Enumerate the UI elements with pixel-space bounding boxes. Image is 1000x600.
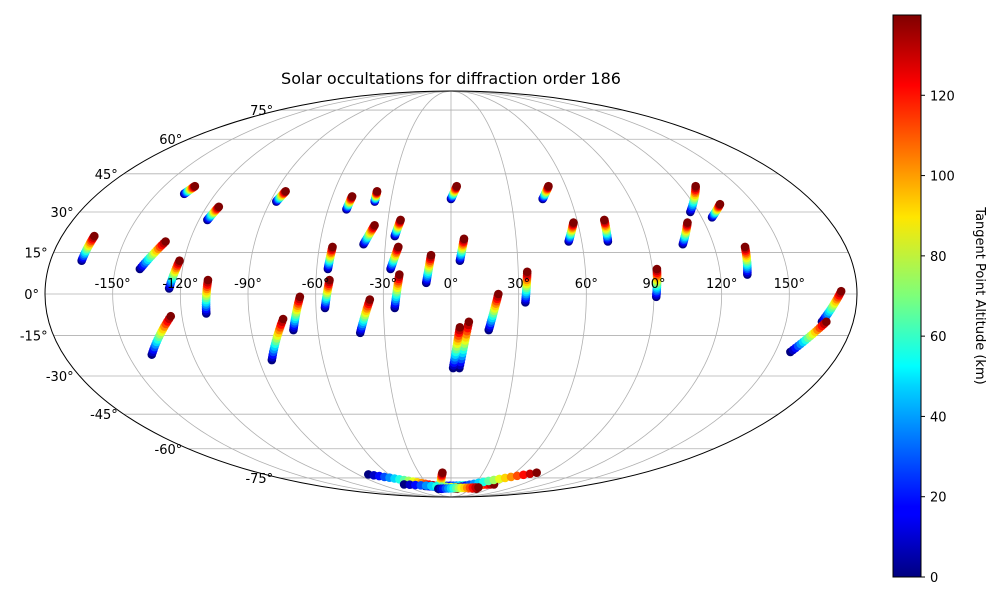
- longitude-tick-label: -150°: [95, 277, 131, 292]
- occultation-point: [203, 275, 213, 285]
- occultation-point: [600, 215, 609, 225]
- occultation-point: [494, 289, 503, 299]
- graticule-grid: [45, 90, 857, 498]
- latitude-tick-label: 75°: [250, 104, 273, 119]
- occultation-point: [295, 292, 305, 302]
- longitude-tick-label: 30°: [507, 277, 530, 292]
- occultation-point: [836, 286, 846, 296]
- latitude-tick-label: 0°: [24, 288, 39, 303]
- longitude-tick-label: 60°: [575, 277, 598, 292]
- occultation-point: [372, 186, 382, 196]
- occultation-point: [161, 237, 170, 246]
- occultation-point: [426, 250, 436, 260]
- latitude-tick-label: 60°: [159, 133, 182, 148]
- colorbar-ticks: 0 20 40 60 80 100 120: [921, 89, 955, 586]
- colorbar-tick-label: 20: [930, 491, 947, 506]
- latitude-tick-label: -30°: [46, 370, 74, 385]
- colorbar-tick-label: 40: [930, 410, 947, 425]
- occultation-point: [822, 317, 831, 327]
- longitude-tick-label: -90°: [234, 277, 262, 292]
- occultation-point: [512, 471, 522, 481]
- occultation-point: [519, 470, 528, 480]
- colorbar-tick-label: 80: [930, 250, 947, 265]
- occultation-point: [90, 231, 99, 241]
- occultation-point: [365, 295, 375, 304]
- colorbar-tick-label: 0: [930, 571, 938, 586]
- occultation-points: [77, 181, 846, 494]
- occultation-point: [214, 202, 224, 212]
- meridian-line: [382, 90, 452, 498]
- occultation-point: [328, 242, 337, 252]
- colorbar-label: Tangent Point Altitude (km): [972, 206, 987, 384]
- occultation-point: [166, 311, 176, 321]
- meridian-line: [450, 90, 587, 498]
- occultation-point: [522, 267, 532, 277]
- occultation-point: [175, 256, 184, 266]
- occultation-point: [683, 218, 692, 227]
- colorbar-tick-label: 120: [930, 89, 955, 104]
- occultation-point: [474, 483, 483, 492]
- colorbar-tick-label: 100: [930, 170, 955, 185]
- longitude-tick-label: 90°: [642, 277, 665, 292]
- longitude-tick-label: 150°: [774, 277, 805, 292]
- occultation-point: [395, 270, 404, 279]
- occultation-point: [190, 181, 200, 191]
- latitude-tick-label: 15°: [25, 246, 48, 261]
- occultation-point: [438, 468, 447, 477]
- longitude-tick-label: -60°: [302, 277, 330, 292]
- occultation-point: [325, 275, 334, 285]
- longitude-tick-labels: -150° -120° -90° -60° -30° 0° 30° 60° 90° 120° 150…: [95, 277, 805, 292]
- longitude-tick-label: 0°: [444, 277, 459, 292]
- meridian-line: [450, 90, 723, 498]
- occultation-point: [281, 186, 290, 196]
- colorbar-tick-label: 60: [930, 330, 947, 345]
- occultation-point: [464, 317, 474, 327]
- occultation-point: [278, 314, 288, 324]
- occultation-point: [459, 234, 469, 244]
- occultation-point: [740, 242, 750, 252]
- occultation-point: [691, 181, 700, 191]
- colorbar: 0 20 40 60 80 100 120 Tangent Point Altitude (…: [892, 14, 987, 586]
- latitude-tick-label: -45°: [90, 408, 118, 423]
- meridian-line: [315, 90, 452, 498]
- occultation-point: [455, 323, 465, 332]
- longitude-tick-label: 120°: [706, 277, 737, 292]
- occultation-point: [525, 469, 535, 479]
- latitude-tick-labels: -75° -60° -45° -30° -15° 0° 15° 30° 45° 60° 75°: [20, 104, 273, 487]
- occultation-point: [652, 264, 662, 274]
- occultation-point: [347, 192, 357, 201]
- occultation-point: [394, 242, 403, 252]
- meridian-line: [450, 90, 790, 498]
- meridian-line: [112, 90, 452, 498]
- occultation-point: [715, 199, 725, 209]
- occultation-point: [396, 215, 405, 225]
- meridian-line: [179, 90, 452, 498]
- latitude-tick-label: -60°: [155, 443, 183, 458]
- occultation-point: [569, 218, 578, 227]
- longitude-tick-label: -120°: [162, 277, 198, 292]
- latitude-tick-label: -15°: [20, 330, 48, 345]
- latitude-tick-label: 30°: [51, 206, 74, 221]
- occultation-point: [452, 181, 462, 191]
- meridian-line: [247, 90, 452, 498]
- latitude-tick-label: 45°: [95, 168, 118, 183]
- occultation-point: [532, 468, 541, 477]
- colorbar-gradient: [892, 14, 922, 578]
- longitude-tick-label: -30°: [369, 277, 397, 292]
- latitude-tick-label: -75°: [245, 472, 273, 487]
- chart-title: Solar occultations for diffraction order…: [281, 69, 621, 88]
- occultation-point: [370, 220, 379, 230]
- occultation-point: [544, 181, 553, 191]
- meridian-line: [450, 90, 520, 498]
- map-boundary: [44, 90, 858, 498]
